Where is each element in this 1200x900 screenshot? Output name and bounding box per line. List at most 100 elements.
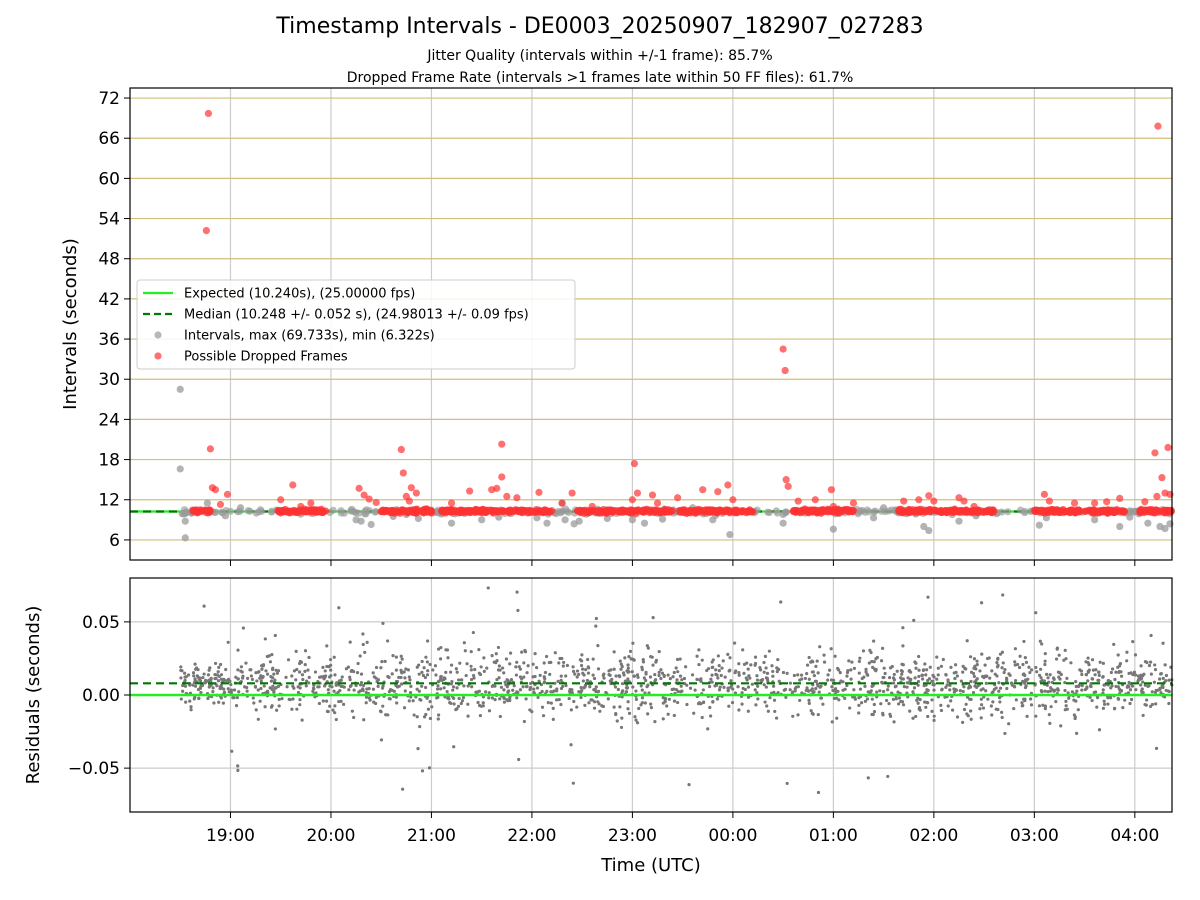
residual-point [1130,684,1135,688]
residual-point [294,678,298,682]
residual-point [668,676,672,681]
dropped-frame-point [191,507,199,515]
residual-point [183,671,187,675]
residual-point [327,664,331,669]
residual-point [930,709,934,713]
residual-point [620,682,625,686]
residual-point [1056,670,1061,674]
legend-dropped-label: Possible Dropped Frames [184,350,348,365]
residual-point [1136,679,1140,683]
residual-point [317,685,321,689]
residual-point [487,696,491,700]
dropped-frame-point [1154,122,1162,130]
residual-point [1024,660,1029,664]
residual-point [870,712,874,717]
residual-point [584,668,588,672]
dropped-frame-point [297,502,305,511]
residual-point [179,676,183,680]
residual-point [197,696,201,700]
residual-point [221,701,225,705]
residual-point [915,698,919,702]
residual-point [969,717,973,721]
dropped-frame-point [216,500,225,509]
residual-point [679,690,683,694]
residual-point [1017,665,1022,670]
residual-point [436,684,440,688]
residual-point [736,685,740,689]
residual-point [607,669,611,673]
residual-point [339,678,343,682]
dropped-frame-point [360,491,368,499]
residual-point [1125,650,1129,654]
residual-point [235,695,239,700]
interval-point [176,465,184,473]
residual-point [438,687,443,691]
residual-point [420,659,424,664]
residual-point [511,688,515,692]
residual-point [601,704,606,709]
residual-point [1083,687,1087,692]
residual-point [1040,642,1044,646]
residual-point [1079,669,1084,673]
residual-point [291,697,295,701]
dropped-frame-point [407,484,415,492]
residual-point [635,673,640,677]
residual-point [581,679,585,683]
residual-point [649,655,653,659]
residual-point [1143,683,1147,687]
x-tick-label: 20:00 [306,826,355,846]
interval-point [920,522,928,531]
residual-point [684,665,688,669]
residual-point [256,688,260,692]
residual-point [858,656,862,660]
residual-point [755,678,760,682]
residual-point [974,678,978,683]
residual-point [879,702,883,706]
interval-point [880,504,888,512]
dropped-frame-point [625,508,633,516]
residual-point [1014,698,1018,702]
residual-point [1039,676,1043,680]
residual-point [520,650,524,654]
residual-point [1131,640,1135,644]
residual-point [926,678,930,683]
residual-point [908,709,912,713]
residual-point [537,679,541,683]
residual-point [1093,673,1097,677]
residual-point [1063,680,1067,685]
residual-point [1147,663,1152,668]
residual-point [1114,670,1118,674]
residual-point [699,702,703,706]
intervals-points [176,109,1176,542]
interval-point [256,506,265,514]
residual-point [557,697,561,702]
residual-point [321,665,325,669]
residual-point [685,683,689,687]
interval-point [181,534,189,542]
residual-point [631,685,635,689]
residual-point [888,712,892,716]
residual-point [236,764,240,768]
residual-point [772,698,777,702]
residual-point [301,677,305,682]
residual-point [1012,706,1016,711]
residual-point [290,674,294,678]
residual-point [549,660,553,664]
residual-point [1027,665,1031,669]
residual-point [465,662,469,666]
dropped-frame-point [1060,508,1068,516]
residual-point [522,719,526,724]
residual-point [1043,707,1047,711]
residual-point [402,706,407,710]
residual-point [901,644,905,648]
residual-point [831,688,835,693]
residual-point [1057,653,1061,657]
residual-point [746,709,750,713]
intervals-y-tick-label: 24 [98,410,120,430]
residual-point [763,700,767,704]
residual-point [676,670,680,674]
residual-point [1097,673,1101,677]
residual-point [1084,673,1088,677]
dropped-frame-point [438,507,446,515]
residual-point [1064,657,1068,661]
